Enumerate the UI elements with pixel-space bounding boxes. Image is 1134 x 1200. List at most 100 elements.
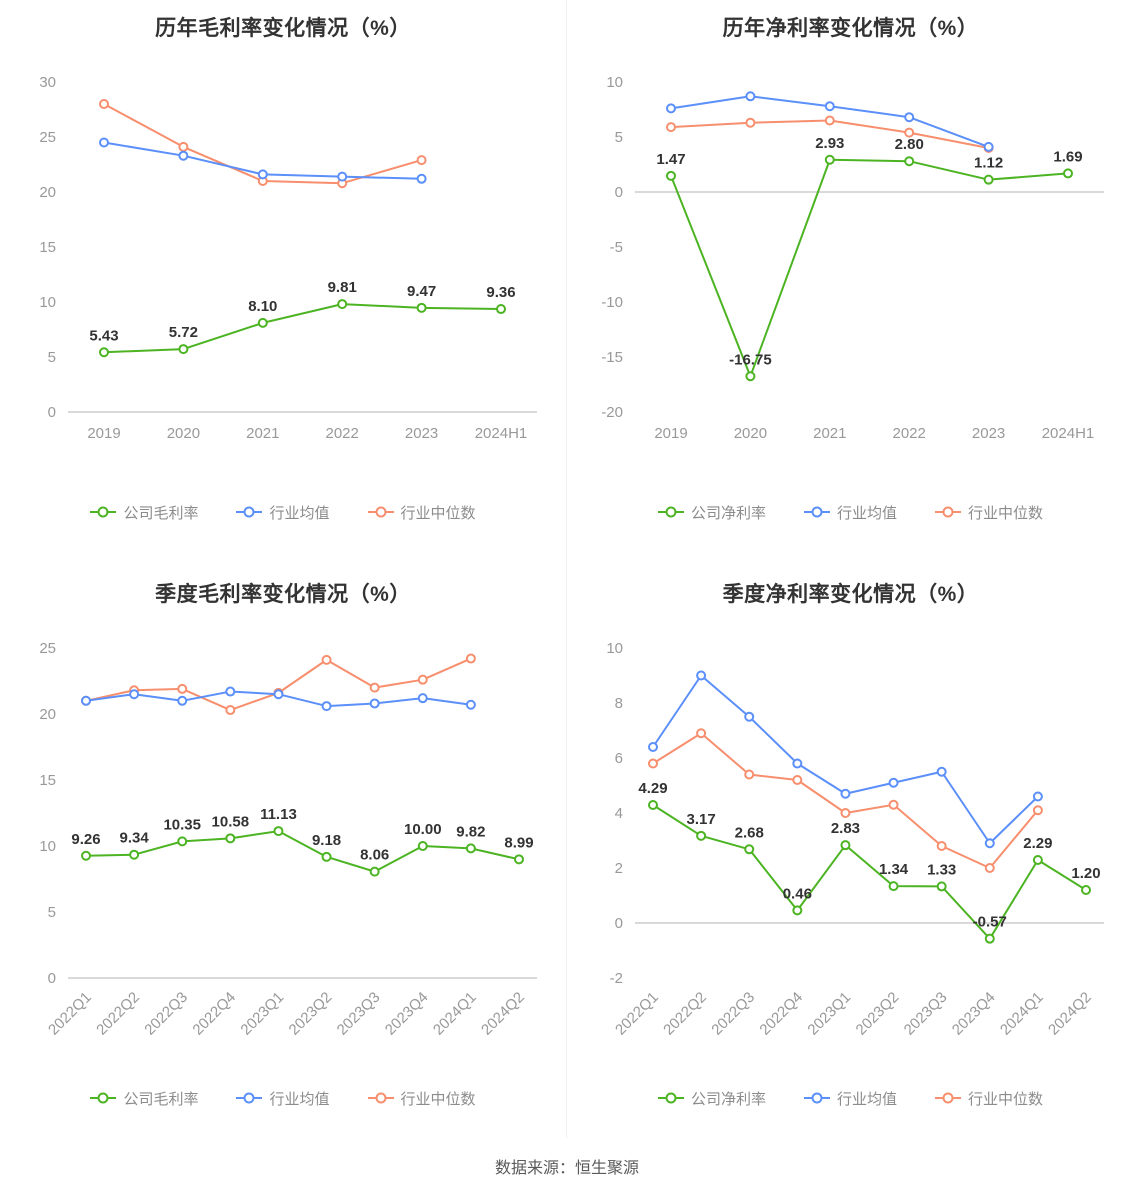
- y-tick-label: 20: [39, 706, 56, 723]
- legend-item[interactable]: 公司净利率: [657, 502, 766, 523]
- data-label: 2.93: [815, 135, 844, 152]
- data-label: 11.13: [260, 806, 297, 823]
- series-point: [1032, 805, 1043, 816]
- series-point: [666, 122, 676, 133]
- series-point: [177, 836, 188, 847]
- data-label: 8.99: [504, 834, 533, 851]
- series-point: [984, 933, 995, 944]
- series-point: [225, 833, 236, 844]
- x-tick-label: 2023Q4: [949, 989, 999, 1039]
- legend-line-circle-icon: [803, 506, 830, 518]
- x-tick-label: 2022Q4: [756, 989, 806, 1039]
- data-label: 3.17: [687, 811, 716, 828]
- x-tick-label: 2024Q2: [478, 989, 528, 1039]
- x-tick-label: 2023Q3: [901, 989, 951, 1039]
- x-tick-label: 2020: [734, 425, 767, 442]
- data-label: 9.82: [456, 823, 485, 840]
- series-point: [904, 112, 915, 123]
- legend-line-circle-icon: [367, 506, 394, 518]
- chart-panel-annual-net-margin: 历年净利率变化情况（%） 10 5 0 -5 -10 -15 -20 2019 2020 2021…: [567, 0, 1134, 566]
- legend-item[interactable]: 公司毛利率: [90, 1088, 198, 1109]
- x-tick-label: 2021: [813, 425, 846, 442]
- y-tick-label: 25: [39, 640, 56, 657]
- series-point: [744, 844, 755, 855]
- data-label: 8.10: [248, 298, 277, 315]
- y-tick-label: 0: [48, 404, 56, 421]
- series-point: [321, 654, 332, 665]
- legend-item[interactable]: 行业均值: [236, 1088, 330, 1109]
- legend-line-circle-icon: [657, 506, 684, 518]
- data-label: 4.29: [638, 780, 667, 797]
- x-tick-label: 2023Q1: [237, 989, 287, 1039]
- legend-label: 行业中位数: [400, 1090, 476, 1108]
- y-tick-label: 6: [615, 750, 623, 767]
- y-tick-label: 5: [48, 904, 56, 921]
- chart-legend-quarterly-net-margin: 公司净利率 行业均值 行业中位数: [567, 1088, 1134, 1108]
- series-point: [177, 695, 188, 706]
- data-label: 2.83: [831, 820, 860, 837]
- legend-item[interactable]: 行业均值: [803, 1088, 897, 1109]
- series-point: [904, 156, 915, 167]
- series-point: [178, 344, 189, 355]
- y-tick-label: 4: [615, 805, 623, 822]
- series-point: [936, 881, 947, 892]
- series-point: [99, 137, 109, 148]
- series-point: [1032, 855, 1043, 866]
- y-tick-label: 15: [39, 239, 56, 256]
- legend-label: 行业中位数: [968, 504, 1044, 522]
- x-tick-label: 2021: [246, 425, 279, 442]
- series-point: [225, 705, 236, 716]
- series-point: [99, 99, 109, 109]
- chart-legend-quarterly-gross-margin: 公司毛利率 行业均值 行业中位数: [0, 1088, 566, 1108]
- legend-item[interactable]: 公司毛利率: [90, 502, 198, 523]
- x-tick-label: 2023: [972, 425, 1005, 442]
- series-point: [417, 693, 428, 704]
- series-point: [792, 775, 803, 785]
- series-point: [178, 141, 189, 152]
- series-point: [936, 841, 947, 851]
- chart-panel-quarterly-gross-margin: 季度毛利率变化情况（%） 25 20 15 10 5 0 2022Q1 2022Q2 2022Q…: [0, 566, 567, 1138]
- line-chart-annual-net-margin: 10 5 0 -5 -10 -15 -20 2019 2020 2021 2022 2023 2024H…: [601, 74, 1104, 442]
- x-tick-label: 2024Q2: [1045, 989, 1095, 1039]
- legend-line-circle-icon: [935, 1092, 961, 1104]
- series-point: [983, 141, 994, 152]
- legend-item[interactable]: 公司净利率: [657, 1088, 766, 1109]
- series-point: [984, 838, 995, 849]
- x-tick-label: 2020: [167, 425, 200, 442]
- data-label: 1.33: [927, 861, 956, 878]
- legend-label: 行业中位数: [400, 504, 476, 522]
- x-tick-label: 2019: [654, 425, 687, 442]
- x-tick-label: 2022: [893, 425, 926, 442]
- x-tick-label: 2023: [405, 425, 438, 442]
- series-point: [416, 155, 427, 166]
- series-point: [129, 849, 140, 860]
- data-label: 1.69: [1053, 148, 1082, 165]
- legend-line-circle-icon: [90, 506, 117, 518]
- series-point: [273, 826, 284, 837]
- series-point: [514, 854, 524, 865]
- legend-item[interactable]: 行业中位数: [935, 1088, 1043, 1109]
- legend-item[interactable]: 行业均值: [803, 502, 897, 523]
- x-tick-label: 2022Q2: [93, 989, 143, 1039]
- series-point: [129, 689, 140, 700]
- series-point: [417, 674, 428, 685]
- line-chart-annual-gross-margin: 30 25 20 15 10 5 0 2019 2020 2021 2022 2023 2024H1 5.…: [39, 74, 537, 442]
- series-point: [465, 699, 476, 710]
- legend-item[interactable]: 行业中位数: [367, 1088, 476, 1109]
- series-line: [85, 657, 472, 712]
- series-point: [81, 695, 91, 706]
- series-point: [744, 711, 755, 722]
- legend-item[interactable]: 行业均值: [236, 502, 330, 523]
- legend-label: 公司净利率: [690, 504, 766, 522]
- line-chart-quarterly-gross-margin: 25 20 15 10 5 0 2022Q12022Q22022Q32022Q42023Q1…: [39, 640, 537, 1039]
- legend-line-circle-icon: [236, 506, 263, 518]
- x-tick-label: 2023Q2: [853, 989, 903, 1039]
- legend-item[interactable]: 行业中位数: [367, 502, 476, 523]
- series-point: [177, 683, 188, 694]
- series-point: [984, 863, 995, 873]
- series-point: [648, 800, 658, 811]
- legend-item[interactable]: 行业中位数: [935, 502, 1043, 523]
- legend-label: 行业均值: [269, 504, 330, 522]
- x-tick-label: 2024H1: [475, 425, 528, 442]
- y-tick-label: 2: [615, 860, 623, 877]
